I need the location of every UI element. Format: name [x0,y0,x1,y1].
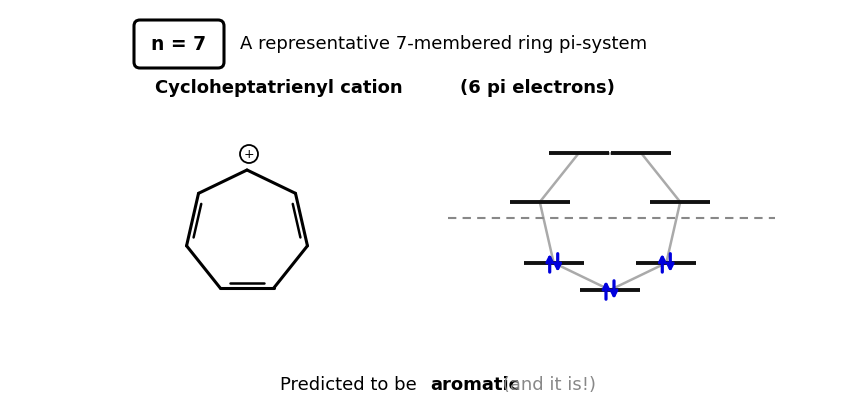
Text: Predicted to be: Predicted to be [280,376,423,394]
Text: +: + [243,148,255,160]
Text: Cycloheptatrienyl cation: Cycloheptatrienyl cation [155,79,403,97]
Text: (6 pi electrons): (6 pi electrons) [460,79,615,97]
Text: (and it is!): (and it is!) [497,376,596,394]
Text: A representative 7-membered ring pi-system: A representative 7-membered ring pi-syst… [240,35,647,53]
FancyBboxPatch shape [134,20,224,68]
Text: n = 7: n = 7 [152,35,207,53]
Text: aromatic: aromatic [430,376,520,394]
